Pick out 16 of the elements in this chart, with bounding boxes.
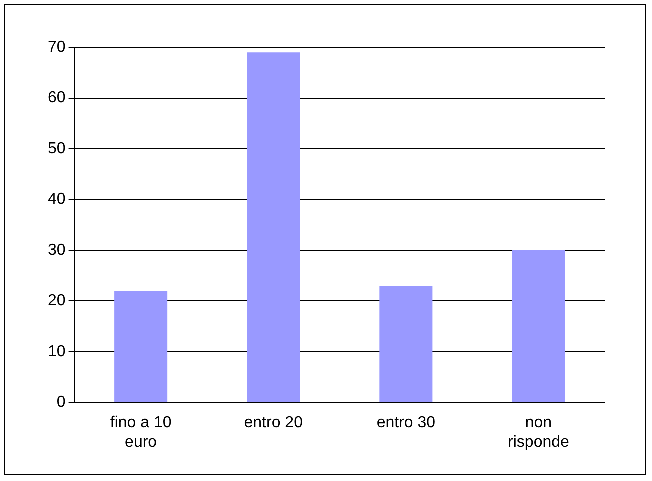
x-tick-label: non risponde	[508, 414, 570, 451]
y-tick-label: 0	[56, 394, 66, 412]
bar	[247, 52, 300, 402]
x-tick-label: fino a 10 euro	[110, 414, 172, 451]
y-tick-label: 60	[48, 90, 66, 107]
bar	[114, 291, 168, 402]
x-tick-label: entro 20	[244, 414, 304, 432]
y-tick-label: 40	[48, 191, 66, 208]
bar	[380, 286, 433, 402]
y-tick-label: 20	[48, 292, 66, 310]
x-tick-label: entro 30	[376, 414, 436, 432]
y-tick-label: 70	[48, 39, 66, 56]
y-tick-label: 50	[48, 140, 66, 158]
y-tick-label: 10	[48, 343, 66, 360]
y-tick-label: 30	[48, 242, 66, 259]
bar	[512, 250, 566, 402]
